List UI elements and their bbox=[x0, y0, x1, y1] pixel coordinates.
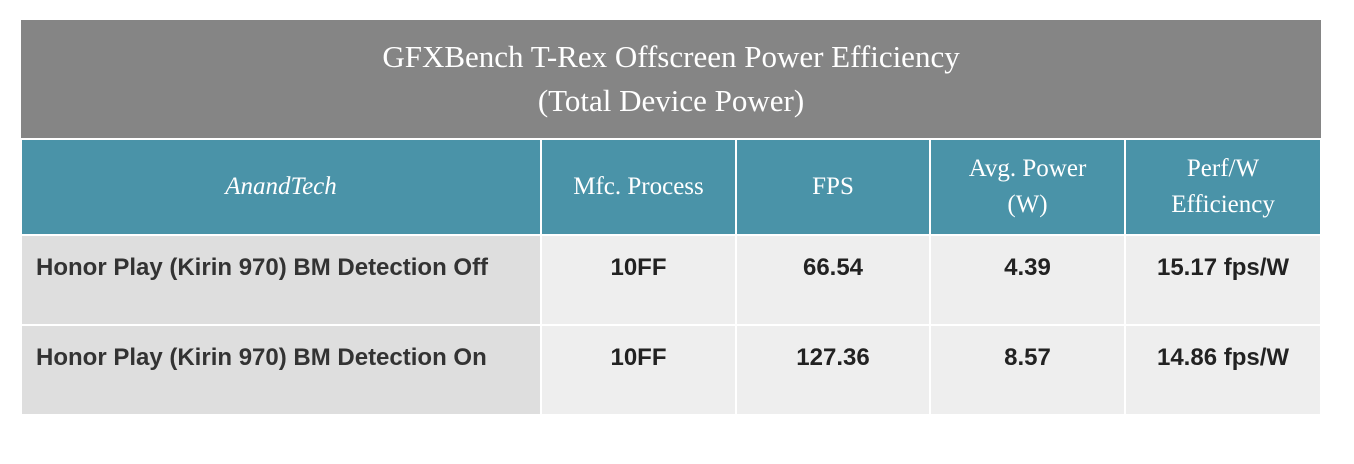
cell: 4.39 bbox=[929, 234, 1126, 326]
data-row: Honor Play (Kirin 970) BM Detection Off … bbox=[20, 234, 1323, 326]
cell: 8.57 bbox=[929, 324, 1126, 416]
data-row: Honor Play (Kirin 970) BM Detection On 1… bbox=[20, 324, 1323, 416]
header-cell: Avg. Power (W) bbox=[929, 138, 1126, 236]
title-line: (Total Device Power) bbox=[537, 83, 805, 118]
header-cell: FPS bbox=[735, 138, 931, 236]
header-cell: AnandTech bbox=[20, 138, 542, 236]
cell: 15.17 fps/W bbox=[1123, 234, 1323, 326]
header-cell: Mfc. Process bbox=[540, 138, 737, 236]
device-cell: Honor Play (Kirin 970) BM Detection Off bbox=[20, 234, 542, 326]
efficiency-table: GFXBench T-Rex Offscreen Power Efficienc… bbox=[20, 20, 1323, 416]
cell: 10FF bbox=[540, 234, 737, 326]
cell: 14.86 fps/W bbox=[1123, 324, 1323, 416]
cell: 10FF bbox=[540, 324, 737, 416]
header-row: AnandTech Mfc. Process FPS Avg. Power (W… bbox=[20, 138, 1323, 236]
cell: 127.36 bbox=[735, 324, 931, 416]
cell: 66.54 bbox=[735, 234, 931, 326]
title-line: GFXBench T-Rex Offscreen Power Efficienc… bbox=[382, 39, 960, 74]
table-title: GFXBench T-Rex Offscreen Power Efficienc… bbox=[21, 20, 1322, 140]
header-cell: Perf/W Efficiency bbox=[1123, 138, 1323, 236]
device-cell: Honor Play (Kirin 970) BM Detection On bbox=[20, 324, 542, 416]
